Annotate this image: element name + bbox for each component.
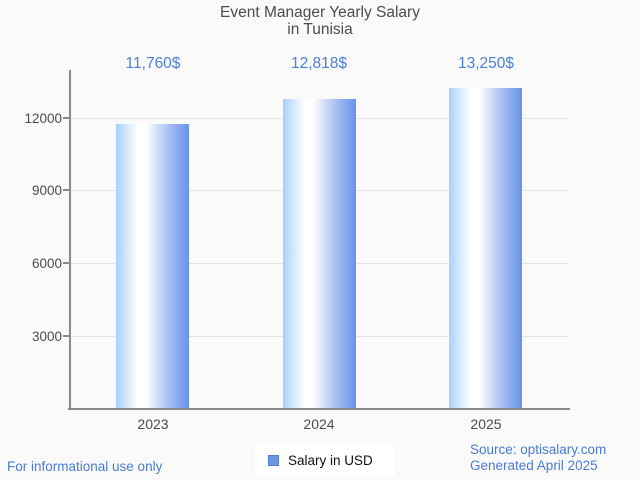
footer-generated: Generated April 2025 (470, 458, 598, 473)
x-axis-label-2025: 2025 (470, 416, 502, 432)
y-tick (63, 117, 69, 119)
bar-value-label: 12,818$ (290, 55, 348, 72)
y-axis-label: 12000 (24, 111, 62, 126)
y-axis-label: 3000 (31, 329, 62, 344)
footer-source: Source: optisalary.com (470, 442, 607, 457)
y-axis-line (69, 70, 71, 410)
x-axis-line (68, 408, 570, 410)
y-tick (63, 335, 69, 337)
bar-2025 (449, 88, 522, 408)
legend-swatch-icon (268, 455, 279, 466)
legend: Salary in USD (255, 445, 395, 476)
chart-title-line1: Event Manager Yearly Salary (220, 4, 420, 21)
y-axis-label: 9000 (31, 183, 62, 198)
y-tick (63, 189, 69, 191)
bar-2023 (116, 124, 189, 408)
chart-title-line2: in Tunisia (287, 21, 353, 38)
x-axis-label-2023: 2023 (137, 416, 169, 432)
footer-disclaimer: For informational use only (7, 459, 163, 474)
footer-credit: Source: optisalary.com Generated April 2… (470, 442, 606, 474)
bar-value-label: 11,760$ (125, 55, 181, 72)
bar-2024 (283, 98, 356, 408)
y-tick (63, 262, 69, 264)
x-axis-label-2024: 2024 (303, 416, 335, 432)
chart-title: Event Manager Yearly Salary in Tunisia (0, 4, 640, 38)
legend-label: Salary in USD (288, 453, 373, 468)
y-axis-label: 6000 (31, 256, 62, 271)
bar-value-label: 13,250$ (457, 55, 515, 72)
